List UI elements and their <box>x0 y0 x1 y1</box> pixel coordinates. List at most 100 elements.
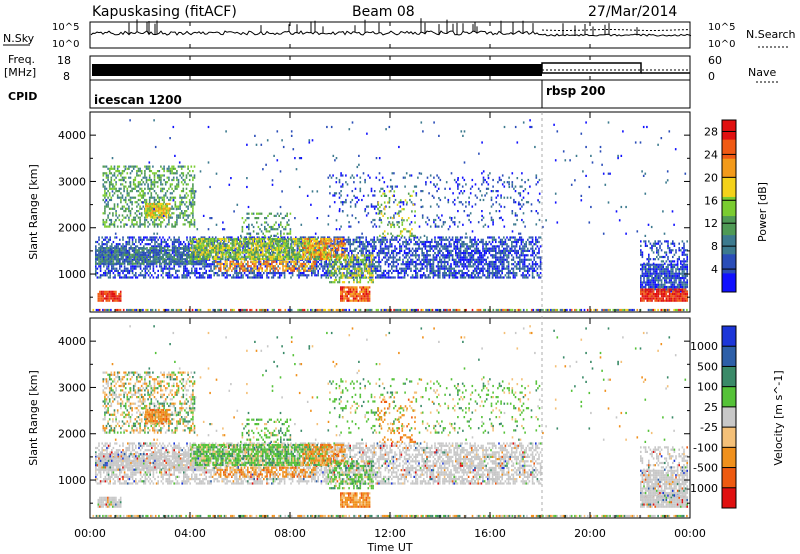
power-cell <box>146 267 148 270</box>
power-cell <box>161 207 163 210</box>
power-cell <box>294 253 296 256</box>
power-cell <box>507 245 510 248</box>
power-cell <box>128 240 131 244</box>
power-cell <box>194 240 196 244</box>
power-cell <box>303 265 305 268</box>
power-cell <box>405 252 407 255</box>
power-cell <box>130 253 132 256</box>
power-cell <box>179 258 182 261</box>
power-cell <box>381 252 383 255</box>
power-cell <box>447 267 449 270</box>
power-cell <box>205 260 207 264</box>
power-cell <box>450 243 452 246</box>
power-cell <box>440 254 443 257</box>
power-cell <box>284 240 286 243</box>
power-cell <box>367 256 369 259</box>
power-cell <box>302 237 304 241</box>
power-cell <box>239 244 242 247</box>
power-cell <box>434 240 436 244</box>
power-cell <box>106 240 108 244</box>
power-cell <box>308 242 310 245</box>
power-cell <box>255 276 257 279</box>
power-cell <box>400 276 403 279</box>
power-cell <box>242 267 244 270</box>
power-cell <box>241 257 243 261</box>
power-cell <box>303 244 306 247</box>
power-cell <box>178 253 180 256</box>
power-cell <box>507 252 510 255</box>
power-cell <box>290 253 293 256</box>
power-cell <box>327 274 329 277</box>
power-cell <box>315 263 318 266</box>
power-cell <box>389 240 391 244</box>
power-cell <box>368 249 371 252</box>
power-cell <box>275 272 278 275</box>
power-cell <box>233 255 235 258</box>
power-cell <box>128 194 130 197</box>
power-cell <box>311 255 314 258</box>
power-cell <box>190 190 193 193</box>
power-cell <box>491 247 494 250</box>
power-cell <box>131 238 134 241</box>
power-cell <box>165 251 167 254</box>
power-cell <box>496 267 499 270</box>
power-cell <box>313 257 315 261</box>
power-cell <box>184 203 186 206</box>
power-cell <box>109 274 111 277</box>
power-cell <box>386 247 388 250</box>
power-cell <box>383 274 385 277</box>
power-cell <box>134 218 137 222</box>
power-cell <box>243 260 246 263</box>
power-cell <box>121 207 124 210</box>
power-cell <box>129 183 132 186</box>
power-cell <box>193 249 195 252</box>
power-cell <box>475 272 478 275</box>
power-cell <box>95 272 97 275</box>
power-cell <box>113 203 116 206</box>
power-cell <box>257 244 259 247</box>
power-cell <box>170 253 172 256</box>
power-cell <box>371 249 374 252</box>
power-cell <box>141 274 143 277</box>
power-cell <box>318 257 320 261</box>
power-cell <box>522 265 524 268</box>
power-cell <box>450 274 452 277</box>
power-cell <box>131 260 134 263</box>
power-cell <box>240 276 243 279</box>
power-cell <box>469 238 471 241</box>
power-cell <box>189 262 191 265</box>
power-cell <box>186 236 188 239</box>
power-cell <box>115 269 118 272</box>
power-cell <box>131 276 134 279</box>
power-cell <box>110 223 113 226</box>
power-cell <box>266 249 269 252</box>
power-cell <box>448 236 451 239</box>
power-cell <box>312 267 315 270</box>
power-cell <box>523 245 526 248</box>
power-cell <box>458 258 460 261</box>
power-cell <box>182 196 185 199</box>
power-cell <box>475 247 478 250</box>
power-cell <box>179 216 181 219</box>
power-cell <box>362 243 364 246</box>
power-cell <box>219 243 222 246</box>
power-cell <box>122 247 124 250</box>
power-cell <box>351 243 353 246</box>
power-cell <box>172 190 175 193</box>
power-cell <box>212 249 214 252</box>
power-cell <box>426 258 428 261</box>
power-cell <box>252 242 254 245</box>
power-cell <box>392 265 395 268</box>
power-cell <box>233 242 235 245</box>
power-cell <box>140 194 143 197</box>
power-cell <box>471 249 473 252</box>
power-cell <box>108 172 111 175</box>
power-cell <box>286 240 288 243</box>
power-cell <box>319 263 321 266</box>
power-cell <box>520 238 523 241</box>
power-cell <box>158 196 161 199</box>
power-cell <box>119 274 121 277</box>
power-cell <box>207 253 210 256</box>
power-cell <box>105 203 108 206</box>
power-cell <box>206 255 208 258</box>
